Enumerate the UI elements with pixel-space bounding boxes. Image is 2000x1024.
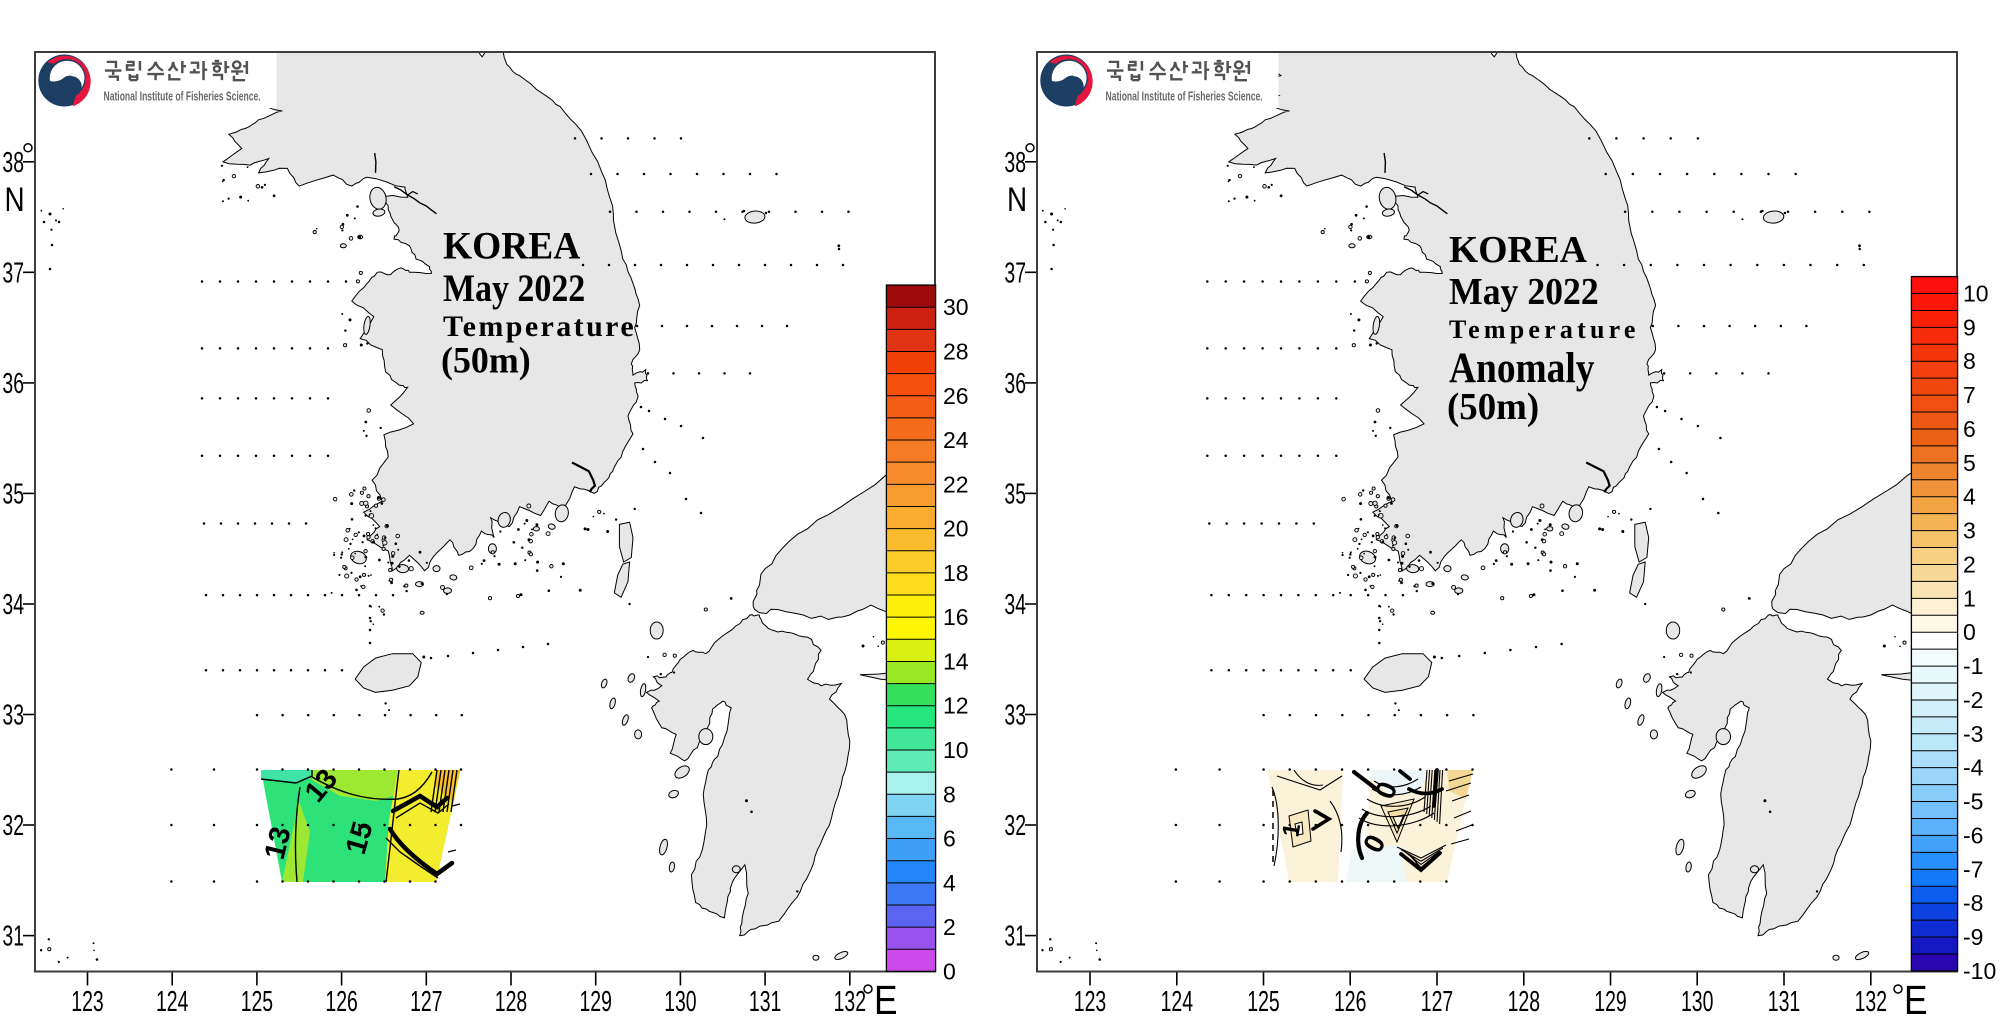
svg-text:6: 6: [943, 826, 956, 852]
svg-text:128: 128: [1508, 986, 1540, 1018]
svg-text:N: N: [1007, 180, 1027, 218]
svg-text:127: 127: [410, 986, 442, 1018]
svg-text:-2: -2: [1963, 687, 1983, 713]
svg-text:(50m): (50m): [441, 340, 531, 381]
svg-text:132: 132: [834, 986, 866, 1018]
svg-text:E: E: [1904, 978, 1928, 1024]
svg-text:8: 8: [1963, 348, 1976, 374]
svg-text:4: 4: [943, 870, 956, 896]
svg-text:123: 123: [71, 986, 103, 1018]
svg-text:-3: -3: [1963, 721, 1983, 747]
svg-text:125: 125: [1247, 986, 1279, 1018]
svg-text:31: 31: [1004, 921, 1026, 953]
svg-text:36: 36: [2, 368, 24, 400]
svg-text:129: 129: [1594, 986, 1626, 1018]
svg-text:KOREA: KOREA: [443, 225, 581, 268]
svg-text:May 2022: May 2022: [1449, 270, 1599, 312]
svg-text:125: 125: [241, 986, 273, 1018]
svg-text:130: 130: [664, 986, 696, 1018]
svg-text:129: 129: [579, 986, 611, 1018]
svg-text:38: 38: [2, 147, 24, 179]
svg-text:38: 38: [1004, 147, 1026, 179]
svg-text:31: 31: [2, 921, 24, 953]
svg-text:35: 35: [1004, 479, 1026, 511]
svg-text:6: 6: [1963, 416, 1976, 442]
svg-text:16: 16: [943, 604, 969, 630]
svg-text:Temperature: Temperature: [1449, 315, 1640, 344]
svg-text:0: 0: [1963, 619, 1976, 645]
svg-text:9: 9: [1963, 314, 1976, 340]
svg-text:1: 1: [1277, 821, 1306, 839]
svg-text:18: 18: [943, 560, 969, 586]
svg-text:14: 14: [943, 648, 969, 674]
svg-text:Anomaly: Anomaly: [1449, 344, 1594, 392]
svg-text:2: 2: [1963, 552, 1976, 578]
svg-text:10: 10: [1963, 281, 1989, 307]
svg-text:37: 37: [2, 258, 24, 290]
svg-text:-9: -9: [1963, 924, 1983, 950]
svg-text:32: 32: [2, 810, 24, 842]
svg-text:30: 30: [943, 294, 969, 320]
svg-text:35: 35: [2, 479, 24, 511]
svg-text:Temperature: Temperature: [443, 310, 636, 343]
svg-text:12: 12: [943, 693, 969, 719]
svg-text:5: 5: [1963, 450, 1976, 476]
svg-text:-1: -1: [1963, 653, 1983, 679]
svg-text:26: 26: [943, 383, 969, 409]
svg-text:7: 7: [1963, 382, 1976, 408]
svg-text:E: E: [874, 978, 898, 1024]
svg-text:34: 34: [2, 589, 24, 621]
svg-text:(50m): (50m): [1447, 387, 1539, 429]
svg-text:33: 33: [2, 700, 24, 732]
svg-text:8: 8: [943, 781, 956, 807]
svg-text:28: 28: [943, 339, 969, 365]
svg-text:4: 4: [1963, 484, 1976, 510]
svg-text:-6: -6: [1963, 822, 1983, 848]
svg-text:124: 124: [156, 986, 188, 1018]
svg-text:-10: -10: [1963, 958, 1996, 984]
svg-text:33: 33: [1004, 700, 1026, 732]
svg-text:KOREA: KOREA: [1449, 229, 1588, 271]
svg-text:1: 1: [1963, 585, 1976, 611]
svg-text:126: 126: [1334, 986, 1366, 1018]
svg-text:32: 32: [1004, 810, 1026, 842]
svg-text:36: 36: [1004, 368, 1026, 400]
svg-text:123: 123: [1074, 986, 1106, 1018]
svg-text:N: N: [4, 180, 24, 218]
svg-text:130: 130: [1681, 986, 1713, 1018]
svg-text:May 2022: May 2022: [443, 266, 585, 310]
svg-text:24: 24: [943, 427, 969, 453]
svg-text:22: 22: [943, 471, 969, 497]
svg-text:-7: -7: [1963, 856, 1983, 882]
svg-text:2: 2: [943, 914, 956, 940]
svg-text:20: 20: [943, 516, 969, 542]
svg-text:13: 13: [259, 824, 298, 863]
svg-text:37: 37: [1004, 258, 1026, 290]
svg-text:131: 131: [749, 986, 781, 1018]
svg-text:-4: -4: [1963, 755, 1984, 781]
svg-text:3: 3: [1963, 518, 1976, 544]
svg-text:10: 10: [943, 737, 969, 763]
svg-text:132: 132: [1855, 986, 1887, 1018]
svg-text:127: 127: [1421, 986, 1453, 1018]
svg-text:-5: -5: [1963, 789, 1983, 815]
svg-text:0: 0: [943, 958, 956, 984]
svg-text:126: 126: [325, 986, 357, 1018]
svg-text:131: 131: [1768, 986, 1800, 1018]
svg-text:34: 34: [1004, 589, 1026, 621]
svg-text:128: 128: [495, 986, 527, 1018]
svg-text:124: 124: [1161, 986, 1193, 1018]
svg-text:-8: -8: [1963, 890, 1983, 916]
